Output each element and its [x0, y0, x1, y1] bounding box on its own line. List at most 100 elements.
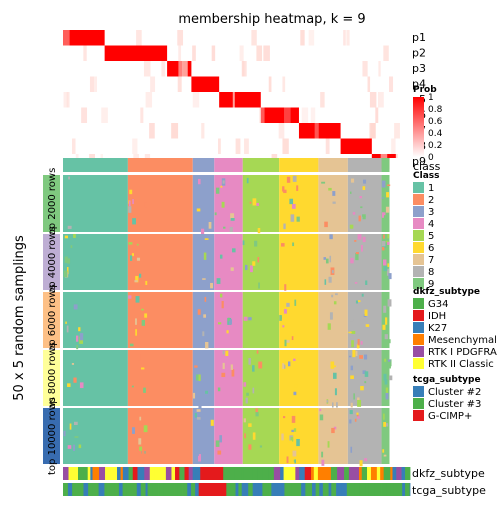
sampling-speck — [323, 257, 326, 260]
sampling-speck — [365, 280, 368, 285]
sampling-speck — [331, 270, 334, 274]
dkfz-subtype-cell — [380, 467, 385, 480]
dkfz-subtype-cell — [299, 467, 306, 480]
membership-noise — [217, 138, 221, 154]
tcga-subtype-cell — [328, 483, 332, 496]
sampling-speck — [227, 317, 230, 322]
sampling-speck — [385, 206, 390, 213]
sampling-speck — [286, 176, 291, 183]
sampling-speck — [198, 374, 201, 382]
dkfz-subtype-cell — [122, 467, 129, 480]
membership-noise — [259, 107, 265, 123]
sampling-speck — [330, 361, 335, 369]
sampling-speck — [384, 456, 388, 464]
membership-noise — [370, 123, 376, 139]
sampling-speck — [326, 387, 329, 394]
sampling-speck — [363, 179, 367, 184]
legend-swatch — [413, 254, 424, 265]
sampling-speck — [286, 302, 290, 307]
sampling-class-block — [389, 292, 410, 348]
dkfz-subtype-cell — [90, 467, 93, 480]
sampling-speck — [248, 444, 252, 450]
sampling-speck — [333, 426, 337, 430]
top-n-group-block — [43, 175, 60, 232]
membership-noise — [282, 76, 286, 92]
membership-noise — [63, 92, 69, 108]
sampling-speck — [358, 215, 361, 222]
sampling-speck — [63, 270, 68, 278]
sampling-speck — [141, 320, 146, 326]
sampling-speck — [230, 218, 235, 221]
membership-noise — [378, 61, 381, 77]
sampling-speck — [138, 273, 142, 278]
sampling-heatmap — [63, 175, 410, 467]
membership-noise — [177, 30, 184, 46]
sampling-speck — [257, 257, 260, 263]
membership-noise — [101, 107, 108, 123]
sampling-speck — [381, 241, 386, 247]
membership-cell-p8 — [340, 138, 372, 154]
sampling-speck — [228, 397, 232, 404]
sampling-speck — [383, 305, 387, 313]
legend-swatch — [413, 230, 424, 241]
dkfz-subtype-cell — [165, 467, 172, 480]
legend-label: 1 — [428, 183, 434, 194]
tcga-subtype-cell — [368, 483, 375, 496]
sampling-speck — [357, 416, 360, 419]
sampling-speck — [70, 323, 74, 328]
chart-title: membership heatmap, k = 9 — [178, 12, 365, 27]
sampling-speck — [282, 363, 285, 370]
membership-noise — [377, 92, 384, 108]
dkfz-subtype-cell — [223, 467, 230, 480]
sampling-speck — [293, 428, 297, 432]
sampling-speck — [291, 415, 296, 423]
sampling-class-block — [192, 408, 215, 464]
sampling-speck — [292, 242, 295, 247]
membership-noise — [375, 107, 379, 123]
membership-noise — [182, 61, 188, 77]
sampling-speck — [383, 265, 388, 272]
sampling-speck — [332, 201, 336, 204]
sampling-class-block — [279, 234, 319, 290]
sampling-speck — [219, 254, 223, 259]
sampling-speck — [281, 433, 284, 441]
sampling-speck — [356, 412, 359, 415]
legend-label: 4 — [428, 219, 434, 230]
tcga-subtype-cell — [147, 483, 153, 496]
dkfz-subtype-cell — [273, 467, 281, 480]
sampling-speck — [131, 385, 134, 388]
sampling-speck — [382, 246, 385, 251]
sampling-speck — [321, 459, 325, 466]
tcga-subtype-cell — [386, 483, 392, 496]
legend-label: 7 — [428, 255, 434, 266]
sampling-speck — [141, 451, 145, 458]
tcga-subtype-cell — [169, 483, 175, 496]
tcga-subtype-cell — [140, 483, 146, 496]
dkfz-subtype-cell — [268, 467, 275, 480]
tcga-subtype-cell — [235, 483, 239, 496]
sampling-speck — [255, 412, 259, 417]
sampling-class-block — [63, 234, 128, 290]
tcga-subtype-cell — [277, 483, 281, 496]
sampling-speck — [350, 402, 353, 408]
legend-label: 8 — [428, 267, 434, 278]
membership-noise — [132, 138, 138, 154]
dkfz-subtype-cell — [83, 467, 89, 480]
dkfz-subtype-cell — [217, 467, 224, 480]
sampling-speck — [194, 365, 198, 368]
membership-noise — [320, 92, 325, 108]
sampling-speck — [78, 327, 81, 332]
sampling-speck — [135, 318, 137, 325]
sampling-class-block — [242, 175, 280, 232]
legend-label: Cluster #2 — [428, 387, 481, 398]
sampling-speck — [327, 323, 331, 330]
membership-noise — [136, 30, 142, 46]
tcga-subtype-cell — [289, 483, 292, 496]
sampling-speck — [74, 421, 78, 425]
sampling-speck — [64, 256, 68, 263]
sampling-speck — [331, 402, 334, 408]
sampling-speck — [129, 255, 133, 261]
sampling-speck — [291, 336, 294, 341]
membership-row-label: p1 — [412, 31, 426, 44]
sampling-speck — [362, 186, 366, 191]
